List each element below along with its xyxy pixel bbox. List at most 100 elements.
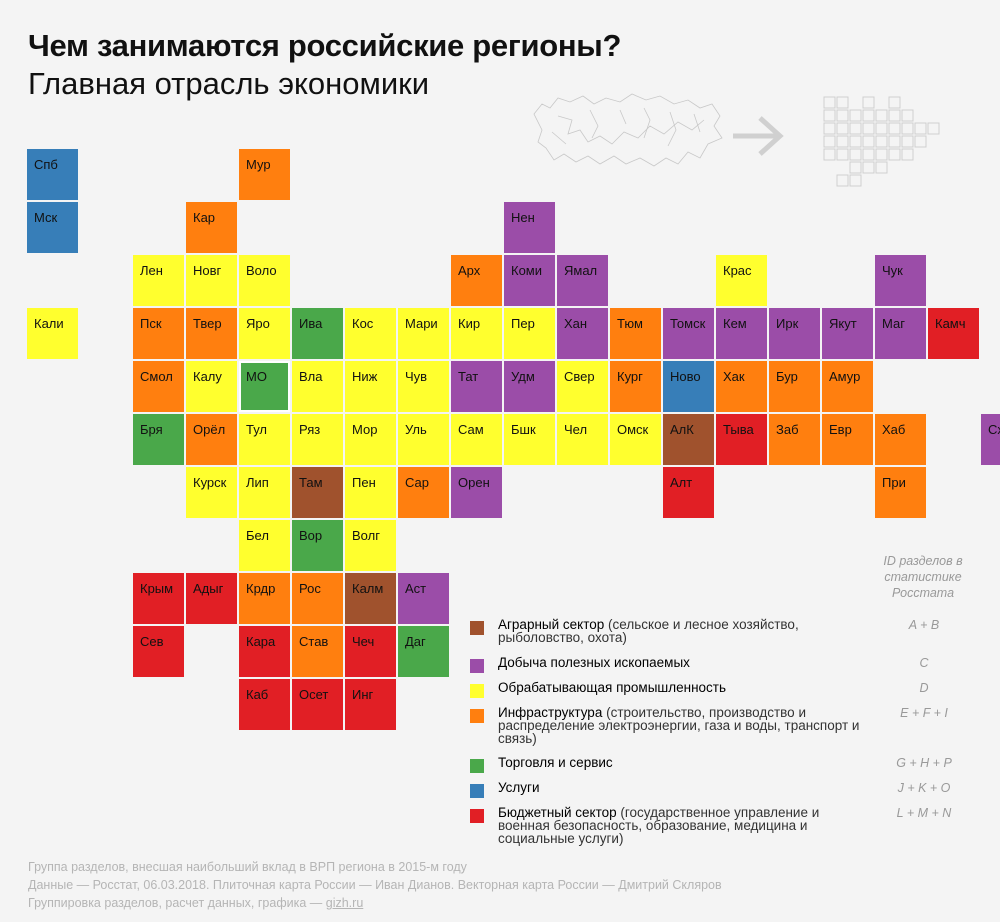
- region-tile[interactable]: Чел: [557, 414, 608, 465]
- legend-sector-name: Аграрный сектор: [498, 617, 605, 632]
- region-tile[interactable]: Калм: [345, 573, 396, 624]
- region-tile[interactable]: Сар: [398, 467, 449, 518]
- region-tile[interactable]: Хак: [716, 361, 767, 412]
- region-tile[interactable]: Осет: [292, 679, 343, 730]
- region-tile[interactable]: Чув: [398, 361, 449, 412]
- region-tile[interactable]: Удм: [504, 361, 555, 412]
- region-tile[interactable]: Якут: [822, 308, 873, 359]
- legend-sector-name: Инфраструктура: [498, 705, 603, 720]
- region-tile[interactable]: Мари: [398, 308, 449, 359]
- region-tile[interactable]: Рос: [292, 573, 343, 624]
- region-tile[interactable]: Лип: [239, 467, 290, 518]
- region-tile[interactable]: Амур: [822, 361, 873, 412]
- region-tile[interactable]: Чук: [875, 255, 926, 306]
- region-tile[interactable]: Каб: [239, 679, 290, 730]
- region-tile[interactable]: Мор: [345, 414, 396, 465]
- region-tile[interactable]: Курск: [186, 467, 237, 518]
- region-tile[interactable]: Спб: [27, 149, 78, 200]
- region-tile[interactable]: Тул: [239, 414, 290, 465]
- region-tile[interactable]: Чеч: [345, 626, 396, 677]
- mini-tile: [862, 148, 875, 161]
- region-tile[interactable]: Даг: [398, 626, 449, 677]
- mini-tile: [849, 109, 862, 122]
- region-tile[interactable]: При: [875, 467, 926, 518]
- region-tile[interactable]: Коми: [504, 255, 555, 306]
- region-tile[interactable]: Схлн: [981, 414, 1000, 465]
- region-tile[interactable]: Там: [292, 467, 343, 518]
- region-tile[interactable]: Вор: [292, 520, 343, 571]
- region-tile[interactable]: Ново: [663, 361, 714, 412]
- region-tile[interactable]: Вла: [292, 361, 343, 412]
- region-tile[interactable]: Аст: [398, 573, 449, 624]
- region-tile[interactable]: Орёл: [186, 414, 237, 465]
- mini-tile: [836, 122, 849, 135]
- region-tile[interactable]: Евр: [822, 414, 873, 465]
- legend-sector-description: (государственное управление и военная бе…: [498, 805, 820, 846]
- mini-tile: [927, 122, 940, 135]
- region-tile[interactable]: Кир: [451, 308, 502, 359]
- gizh-link[interactable]: gizh.ru: [325, 896, 364, 910]
- region-tile[interactable]: Крас: [716, 255, 767, 306]
- legend-section-ids: D: [919, 681, 929, 695]
- mini-tile: [849, 174, 862, 187]
- region-tile[interactable]: Пен: [345, 467, 396, 518]
- region-tile[interactable]: Орен: [451, 467, 502, 518]
- region-tile[interactable]: Кали: [27, 308, 78, 359]
- region-tile[interactable]: Пск: [133, 308, 184, 359]
- region-tile[interactable]: Инг: [345, 679, 396, 730]
- region-tile[interactable]: Уль: [398, 414, 449, 465]
- mini-tile: [836, 96, 849, 109]
- region-tile[interactable]: Омск: [610, 414, 661, 465]
- region-tile[interactable]: Кара: [239, 626, 290, 677]
- region-tile[interactable]: Тюм: [610, 308, 661, 359]
- region-tile[interactable]: Лен: [133, 255, 184, 306]
- region-tile[interactable]: МО: [239, 361, 290, 412]
- region-tile[interactable]: Яро: [239, 308, 290, 359]
- region-tile[interactable]: Кос: [345, 308, 396, 359]
- region-tile[interactable]: Ирк: [769, 308, 820, 359]
- region-tile[interactable]: Ямал: [557, 255, 608, 306]
- region-tile[interactable]: Ниж: [345, 361, 396, 412]
- region-tile[interactable]: Тыва: [716, 414, 767, 465]
- region-tile[interactable]: Калу: [186, 361, 237, 412]
- region-tile[interactable]: Камч: [928, 308, 979, 359]
- mini-tile: [823, 135, 836, 148]
- region-tile[interactable]: Бшк: [504, 414, 555, 465]
- region-tile[interactable]: Нен: [504, 202, 555, 253]
- region-tile[interactable]: Смол: [133, 361, 184, 412]
- region-tile[interactable]: Маг: [875, 308, 926, 359]
- region-tile[interactable]: Бря: [133, 414, 184, 465]
- region-tile[interactable]: Мур: [239, 149, 290, 200]
- region-tile[interactable]: Пер: [504, 308, 555, 359]
- region-tile[interactable]: Томск: [663, 308, 714, 359]
- region-tile[interactable]: Крдр: [239, 573, 290, 624]
- region-tile[interactable]: Бур: [769, 361, 820, 412]
- region-tile[interactable]: Заб: [769, 414, 820, 465]
- footer-credits-text: Группировка разделов, расчет данных, гра…: [28, 896, 326, 910]
- region-tile[interactable]: Алт: [663, 467, 714, 518]
- region-tile[interactable]: Мск: [27, 202, 78, 253]
- region-tile[interactable]: Твер: [186, 308, 237, 359]
- region-tile[interactable]: Адыг: [186, 573, 237, 624]
- region-tile[interactable]: Кем: [716, 308, 767, 359]
- region-tile[interactable]: Став: [292, 626, 343, 677]
- region-tile[interactable]: Сам: [451, 414, 502, 465]
- region-tile[interactable]: Арх: [451, 255, 502, 306]
- region-tile[interactable]: Кург: [610, 361, 661, 412]
- region-tile[interactable]: АлК: [663, 414, 714, 465]
- region-tile[interactable]: Волг: [345, 520, 396, 571]
- region-tile[interactable]: Хан: [557, 308, 608, 359]
- region-tile[interactable]: Тат: [451, 361, 502, 412]
- region-tile[interactable]: Крым: [133, 573, 184, 624]
- region-tile[interactable]: Кар: [186, 202, 237, 253]
- region-tile[interactable]: Ива: [292, 308, 343, 359]
- region-tile[interactable]: Сев: [133, 626, 184, 677]
- region-tile[interactable]: Хаб: [875, 414, 926, 465]
- region-tile[interactable]: Ряз: [292, 414, 343, 465]
- region-tile[interactable]: Свер: [557, 361, 608, 412]
- region-tile[interactable]: Воло: [239, 255, 290, 306]
- region-tile[interactable]: Бел: [239, 520, 290, 571]
- region-tile[interactable]: Новг: [186, 255, 237, 306]
- legend-section-ids: A + B: [908, 618, 940, 632]
